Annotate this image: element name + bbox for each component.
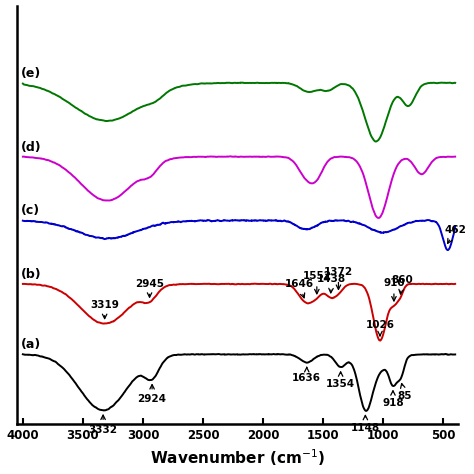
Text: 1372: 1372 [324,267,353,290]
Text: 1646: 1646 [284,279,314,298]
Text: 918: 918 [382,391,404,408]
Text: 2945: 2945 [135,279,164,297]
Text: (e): (e) [20,67,41,80]
Text: (d): (d) [20,141,41,154]
Text: (b): (b) [20,268,41,281]
Text: 1438: 1438 [317,274,346,293]
Text: 1636: 1636 [292,367,321,383]
Text: 910: 910 [383,278,405,301]
Text: 2924: 2924 [137,384,166,404]
Text: (a): (a) [20,338,41,351]
X-axis label: Wavenumber (cm$^{-1}$): Wavenumber (cm$^{-1}$) [150,448,325,468]
Text: 3319: 3319 [90,300,119,319]
Text: 85: 85 [398,383,412,401]
Text: 1552: 1552 [302,271,331,294]
Text: 462: 462 [444,225,466,243]
Text: (c): (c) [20,204,40,217]
Text: 860: 860 [392,275,413,294]
Text: 3332: 3332 [89,415,118,435]
Text: 1026: 1026 [365,320,394,336]
Text: 1354: 1354 [326,372,355,389]
Text: 1148: 1148 [351,415,380,433]
